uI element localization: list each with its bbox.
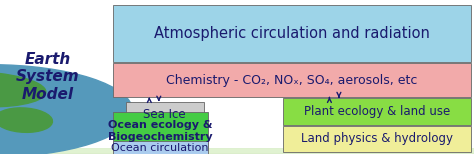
Text: Plant ecology & land use: Plant ecology & land use [304, 105, 450, 118]
Bar [0, 150, 474, 152]
Bar [0, 151, 474, 154]
Bar [0, 149, 474, 152]
Bar [0, 150, 474, 152]
Bar [0, 151, 474, 153]
Bar [0, 151, 474, 153]
Bar [0, 150, 474, 153]
Bar [0, 151, 474, 154]
Bar [0, 150, 474, 153]
FancyBboxPatch shape [126, 102, 204, 128]
Bar [0, 151, 474, 153]
Bar [0, 149, 474, 152]
Bar [0, 150, 474, 153]
Bar [0, 150, 474, 153]
Bar [0, 149, 474, 152]
Bar [0, 150, 474, 152]
Bar [0, 151, 474, 154]
Bar [0, 150, 474, 153]
Bar [0, 150, 474, 152]
Bar [0, 149, 474, 152]
Bar [0, 150, 474, 152]
Bar [0, 150, 474, 153]
Text: Land physics & hydrology: Land physics & hydrology [301, 132, 453, 146]
Bar [0, 151, 474, 154]
Bar [0, 150, 474, 152]
Bar [0, 150, 474, 152]
Bar [0, 151, 474, 154]
Bar [0, 151, 474, 154]
Bar [0, 151, 474, 154]
Bar [0, 151, 474, 153]
Bar [0, 149, 474, 152]
FancyBboxPatch shape [113, 63, 471, 97]
Bar [0, 149, 474, 152]
Bar [0, 151, 474, 154]
Ellipse shape [0, 108, 53, 132]
Bar [0, 150, 474, 152]
Bar [0, 151, 474, 153]
FancyBboxPatch shape [283, 98, 471, 125]
Text: Ocean ecology &
Biogeochemistry: Ocean ecology & Biogeochemistry [108, 120, 212, 142]
Bar [0, 151, 474, 154]
Text: Ocean circulation: Ocean circulation [111, 143, 209, 152]
Text: Sea Ice: Sea Ice [144, 108, 186, 121]
Bar [0, 150, 474, 153]
Text: Earth
System
Model: Earth System Model [16, 52, 79, 102]
Bar [0, 151, 474, 154]
Ellipse shape [0, 72, 46, 107]
Bar [0, 149, 474, 152]
Bar [0, 150, 474, 153]
Text: Chemistry - CO₂, NOₓ, SO₄, aerosols, etc: Chemistry - CO₂, NOₓ, SO₄, aerosols, etc [166, 74, 418, 87]
Bar [0, 151, 474, 153]
Bar [0, 150, 474, 153]
Bar [0, 150, 474, 153]
Bar [0, 149, 474, 152]
Bar [0, 151, 474, 153]
Bar [0, 151, 474, 154]
Circle shape [0, 65, 133, 154]
Bar [0, 151, 474, 153]
Bar [0, 151, 474, 154]
Bar [0, 151, 474, 154]
Bar [0, 150, 474, 152]
Bar [0, 149, 474, 152]
Bar [0, 150, 474, 153]
Bar [0, 149, 474, 152]
FancyBboxPatch shape [113, 141, 208, 154]
FancyBboxPatch shape [283, 126, 471, 152]
Bar [0, 149, 474, 152]
Bar [0, 150, 474, 152]
Bar [0, 150, 474, 152]
FancyBboxPatch shape [113, 112, 208, 150]
Bar [0, 150, 474, 153]
Bar [0, 150, 474, 152]
Bar [0, 151, 474, 153]
Bar [0, 149, 474, 152]
Text: Atmospheric circulation and radiation: Atmospheric circulation and radiation [154, 26, 430, 41]
Bar [0, 149, 474, 152]
FancyBboxPatch shape [113, 5, 471, 62]
Bar [0, 150, 474, 153]
